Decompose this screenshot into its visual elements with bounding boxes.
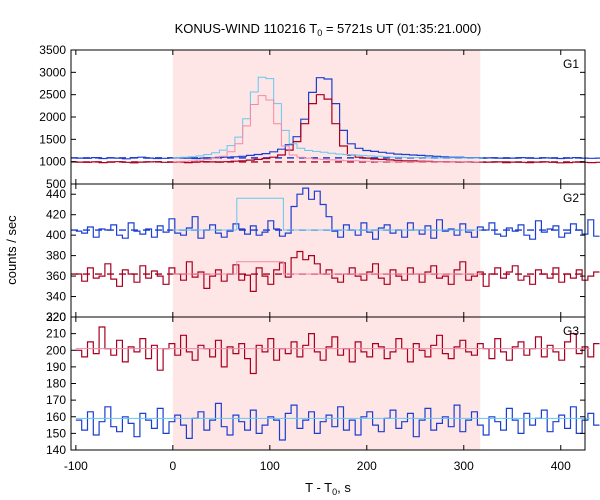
- series-blue-1: [75, 402, 600, 441]
- y-tick-label: 210: [46, 327, 66, 341]
- series-blue-0: [75, 187, 600, 240]
- y-tick-label: 380: [46, 249, 66, 263]
- y-tick-label: 1500: [39, 132, 66, 146]
- x-tick-label: 200: [357, 459, 377, 473]
- x-tick-label: 400: [551, 459, 571, 473]
- y-tick-label: 220: [46, 310, 66, 324]
- highlight-interval: [172, 317, 481, 450]
- panel-label: G1: [563, 57, 579, 71]
- y-tick-label: 360: [46, 269, 66, 283]
- y-tick-label: 2500: [39, 88, 66, 102]
- panel-g1: 500 1000 1500 2000 2500 3000 3500 G1: [39, 43, 600, 191]
- y-tick-label: 140: [46, 443, 66, 457]
- x-tick-label: 0: [169, 459, 176, 473]
- x-tick-label: 100: [260, 459, 280, 473]
- highlight-interval: [172, 50, 481, 184]
- panel-label: G3: [563, 324, 579, 338]
- y-tick-label: 400: [46, 228, 66, 242]
- series-red-0: [75, 326, 600, 375]
- chart-title: KONUS-WIND 110216 T0 = 5721s UT (01:35:2…: [175, 21, 482, 38]
- panels-group: 500 1000 1500 2000 2500 3000 3500 G1 320 340 360 38…: [39, 43, 600, 457]
- y-tick-label: 2000: [39, 110, 66, 124]
- y-axis-label: counts / sec: [4, 215, 19, 285]
- x-tick-label: -100: [64, 459, 88, 473]
- panel-g2: 320 340 360 380 400 420 440 G2: [46, 183, 600, 324]
- y-tick-label: 200: [46, 343, 66, 357]
- y-tick-label: 3500: [39, 43, 66, 57]
- y-tick-label: 1000: [39, 155, 66, 169]
- series-red-1: [75, 250, 600, 292]
- series-pink-3: [172, 95, 484, 163]
- series-pink-3: [172, 261, 482, 275]
- y-tick-label: 500: [46, 177, 66, 191]
- y-tick-label: 190: [46, 360, 66, 374]
- y-tick-label: 160: [46, 410, 66, 424]
- panel-label: G2: [563, 191, 579, 205]
- y-tick-label: 440: [46, 187, 66, 201]
- y-tick-label: 150: [46, 426, 66, 440]
- y-tick-label: 3000: [39, 65, 66, 79]
- x-axis-label: T - T0, s: [305, 480, 351, 497]
- x-axis: -100 0 100 200 300 400: [64, 459, 571, 473]
- y-tick-label: 180: [46, 377, 66, 391]
- y-tick-label: 170: [46, 393, 66, 407]
- y-tick-label: 420: [46, 208, 66, 222]
- y-tick-label: 340: [46, 290, 66, 304]
- y-tick-label: 320: [46, 310, 66, 324]
- x-tick-label: 300: [454, 459, 474, 473]
- series-lightblue-2: [172, 197, 482, 231]
- panel-g3: 140 150 160 170 180 190 200 210 220 G3: [46, 310, 600, 457]
- series-lightblue-2: [172, 76, 484, 159]
